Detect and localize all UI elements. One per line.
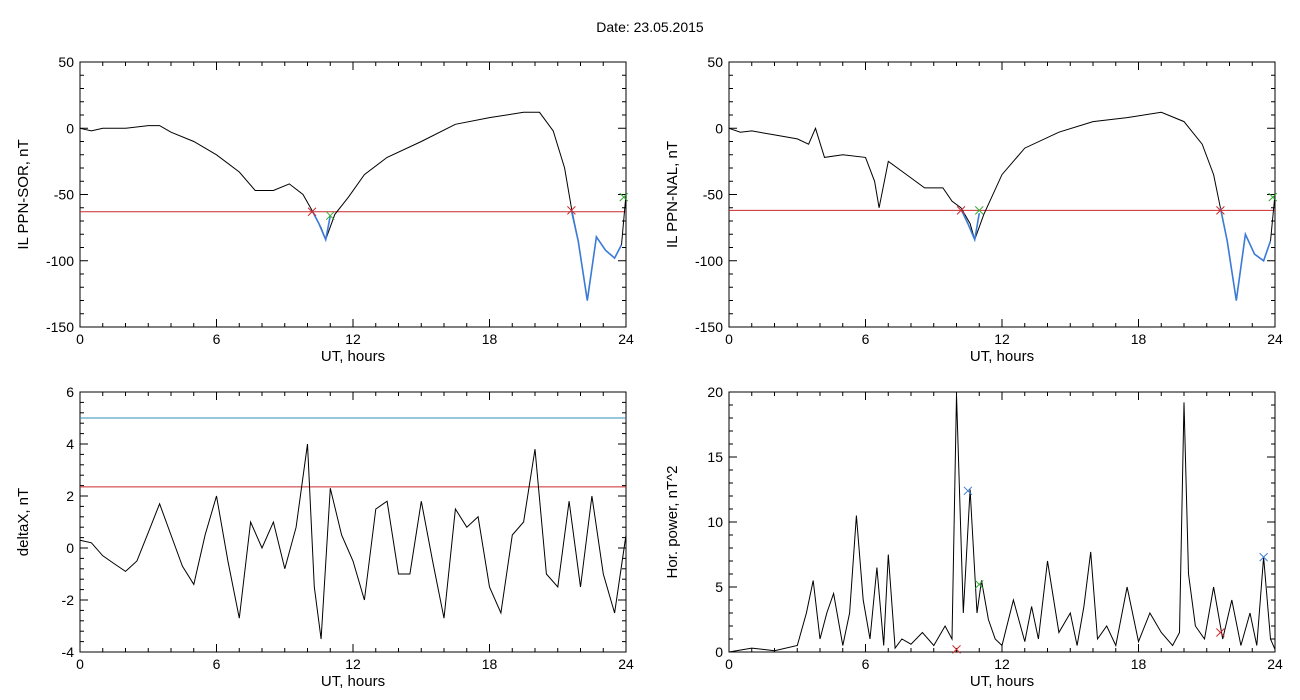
y-tick-label: 4 — [66, 436, 74, 452]
y-tick-label: 5 — [715, 579, 723, 595]
x-marker — [952, 645, 961, 654]
x-tick-label: 12 — [345, 331, 361, 347]
y-tick-label: 10 — [707, 514, 723, 530]
y-tick-label: 0 — [715, 644, 723, 660]
y-tick-label: -100 — [46, 253, 74, 269]
y-tick-label: -4 — [62, 644, 75, 660]
plot-frame — [728, 391, 1276, 653]
y-axis-label: IL PPN-NAL, nT — [664, 141, 681, 248]
x-tick-label: 18 — [1131, 331, 1147, 347]
x-axis-label: UT, hours — [970, 673, 1034, 690]
x-marker — [1216, 628, 1225, 637]
x-tick-label: 24 — [1267, 331, 1283, 347]
y-tick-label: -50 — [54, 187, 74, 203]
y-tick-label: 15 — [707, 449, 723, 465]
x-tick-label: 24 — [618, 331, 634, 347]
y-axis-label: deltaX, nT — [15, 488, 32, 556]
x-marker — [1216, 206, 1225, 215]
y-tick-label: 0 — [715, 120, 723, 136]
x-tick-label: 24 — [618, 656, 634, 672]
x-marker — [963, 486, 973, 496]
x-tick-label: 12 — [994, 331, 1010, 347]
x-tick-label: 18 — [482, 656, 498, 672]
x-tick-label: 18 — [482, 331, 498, 347]
y-tick-label: -50 — [703, 187, 723, 203]
plot-frame — [79, 61, 627, 328]
y-tick-label: 50 — [58, 54, 74, 70]
series-line — [79, 443, 627, 640]
series-line — [728, 111, 1276, 301]
y-tick-label: -150 — [695, 319, 723, 335]
x-axis-label: UT, hours — [321, 348, 385, 365]
plot-frame — [79, 391, 627, 653]
y-tick-label: -100 — [695, 253, 723, 269]
x-tick-label: 6 — [213, 656, 221, 672]
y-tick-label: 0 — [66, 540, 74, 556]
y-tick-label: 20 — [707, 384, 723, 400]
x-axis-label: UT, hours — [321, 673, 385, 690]
chart-panel-p1: 0 6 12 18 24 -150 -100 -50 0 50 UT, hours IL PPN-SO… — [15, 54, 634, 365]
x-tick-label: 0 — [76, 331, 84, 347]
x-tick-label: 24 — [1267, 656, 1283, 672]
x-tick-label: 6 — [862, 331, 870, 347]
x-tick-label: 12 — [345, 656, 361, 672]
y-axis-label: IL PPN-SOR, nT — [15, 139, 32, 249]
highlight-segment — [960, 208, 981, 243]
series-line — [728, 394, 1276, 653]
highlight-segment — [311, 210, 332, 243]
y-tick-label: 50 — [707, 54, 723, 70]
x-marker — [1268, 192, 1278, 202]
x-tick-label: 0 — [76, 656, 84, 672]
highlight-segment — [1219, 207, 1272, 301]
x-axis-label: UT, hours — [970, 348, 1034, 365]
x-tick-label: 6 — [862, 656, 870, 672]
y-tick-label: -2 — [62, 592, 75, 608]
y-tick-label: 6 — [66, 384, 74, 400]
series-line — [79, 111, 627, 301]
x-marker — [1259, 552, 1268, 562]
x-tick-label: 0 — [725, 331, 733, 347]
x-marker — [974, 580, 984, 589]
x-tick-label: 12 — [994, 656, 1010, 672]
x-tick-label: 18 — [1131, 656, 1147, 672]
chart-panel-p2: 0 6 12 18 24 -150 -100 -50 0 50 UT, hours IL PPN-NA… — [664, 54, 1283, 365]
x-marker — [567, 206, 576, 215]
plot-frame — [728, 61, 1276, 328]
x-tick-label: 6 — [213, 331, 221, 347]
y-tick-label: -150 — [46, 319, 74, 335]
x-marker — [325, 211, 335, 221]
highlight-segment — [570, 210, 623, 301]
x-marker — [956, 206, 966, 215]
y-axis-label: Hor. power, nT^2 — [664, 466, 681, 579]
x-tick-label: 0 — [725, 656, 733, 672]
x-marker — [619, 192, 629, 202]
x-marker — [974, 206, 984, 215]
y-tick-label: 0 — [66, 120, 74, 136]
chart-panel-p4: 0 6 12 18 24 0 5 10 15 20 UT, hours Hor. power, nT^… — [664, 384, 1283, 690]
x-marker — [307, 207, 317, 217]
y-tick-label: 2 — [66, 488, 74, 504]
page-title: Date: 23.05.2015 — [596, 19, 704, 35]
